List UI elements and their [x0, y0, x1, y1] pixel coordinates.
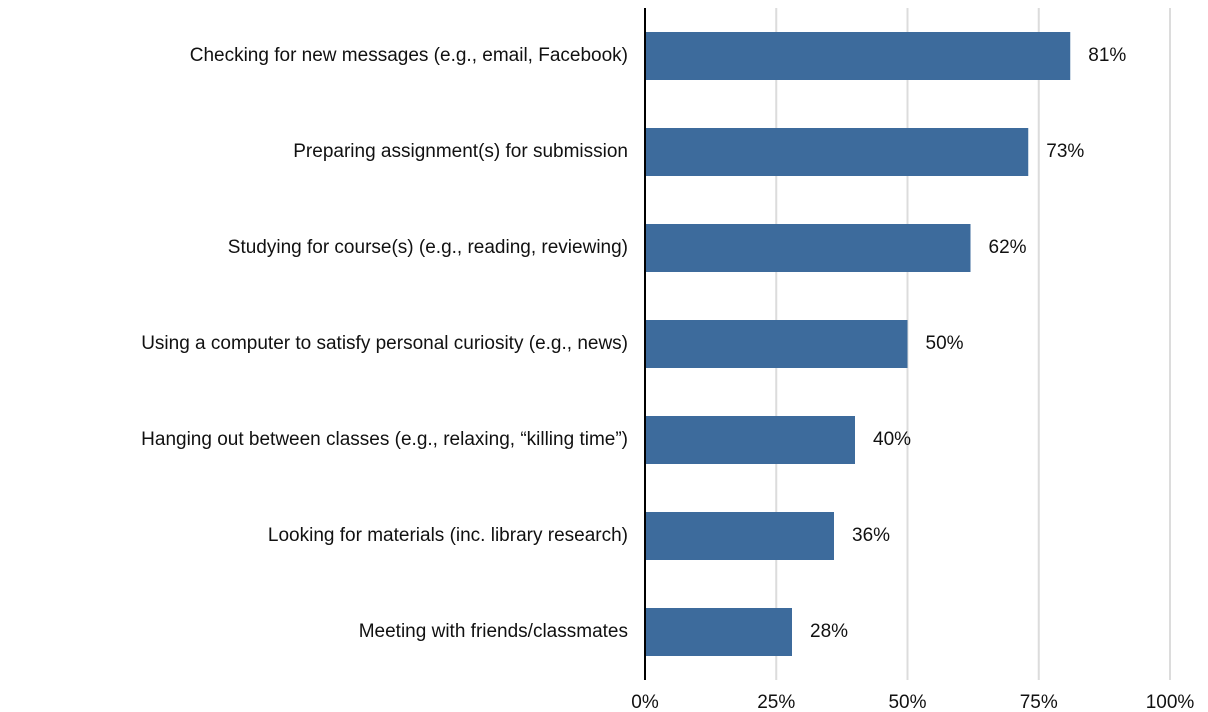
bar	[645, 224, 971, 272]
bar	[645, 320, 908, 368]
x-tick-label: 0%	[631, 692, 659, 712]
y-tick-label: Using a computer to satisfy personal cur…	[141, 333, 628, 354]
value-label: 50%	[926, 333, 964, 354]
y-tick-label: Hanging out between classes (e.g., relax…	[141, 429, 628, 450]
y-tick-label: Preparing assignment(s) for submission	[293, 141, 628, 162]
bar	[645, 512, 834, 560]
value-label: 28%	[810, 621, 848, 642]
x-tick-label: 50%	[888, 692, 926, 712]
value-label: 40%	[873, 429, 911, 450]
value-label: 62%	[989, 237, 1027, 258]
bar	[645, 608, 792, 656]
value-label: 81%	[1088, 45, 1126, 66]
y-tick-label: Meeting with friends/classmates	[359, 621, 628, 642]
bar	[645, 128, 1029, 176]
value-label: 73%	[1046, 141, 1084, 162]
bar	[645, 32, 1071, 80]
x-tick-label: 100%	[1146, 692, 1195, 712]
y-tick-label: Checking for new messages (e.g., email, …	[190, 45, 628, 66]
bar	[645, 416, 855, 464]
y-tick-label: Studying for course(s) (e.g., reading, r…	[228, 237, 628, 258]
y-tick-label: Looking for materials (inc. library rese…	[268, 525, 628, 546]
x-tick-label: 25%	[757, 692, 795, 712]
value-label: 36%	[852, 525, 890, 546]
x-tick-label: 75%	[1020, 692, 1058, 712]
